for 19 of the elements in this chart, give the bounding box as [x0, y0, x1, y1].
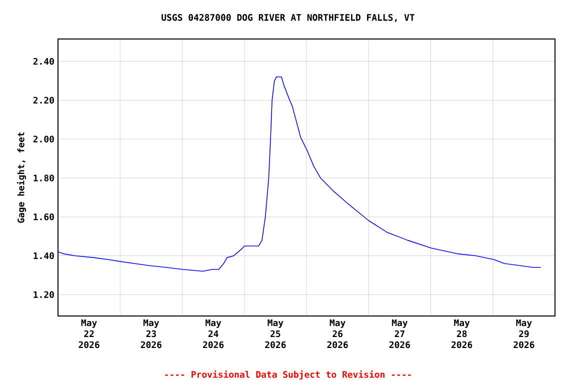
- x-tick-label: May 23 2026: [140, 320, 162, 348]
- x-tick-label: May 26 2026: [327, 320, 348, 348]
- y-tick-label: 1.80: [34, 174, 54, 182]
- y-tick-label: 2.20: [33, 96, 54, 104]
- x-tick-label: May 28 2026: [452, 320, 472, 348]
- text: ---- Provisional Data Subject to Revision ----: [165, 370, 411, 380]
- y-tick-label: 1.60: [34, 213, 54, 220]
- x-tick-label: May 27 2026: [389, 320, 410, 348]
- line-series: [58, 76, 542, 272]
- x-tick-label: May 25 2026: [265, 320, 286, 348]
- y-tick-label: 1.40: [34, 252, 54, 260]
- y-tick-label: 1.20: [34, 291, 54, 298]
- chart-title: USGS 04287000 DOG RIVER AT NORTHFIELD FALLS, VT: [162, 14, 414, 22]
- x-tick-label: May 24 2026: [203, 320, 224, 348]
- y-axis-title: Gage height, feet: [16, 132, 26, 223]
- x-tick-label: May 29 2026: [514, 320, 534, 348]
- x-tick-label: May 22 2026: [78, 320, 100, 348]
- y-tick-label: 2.40: [33, 58, 54, 65]
- y-tick-label: 2.00: [33, 136, 54, 142]
